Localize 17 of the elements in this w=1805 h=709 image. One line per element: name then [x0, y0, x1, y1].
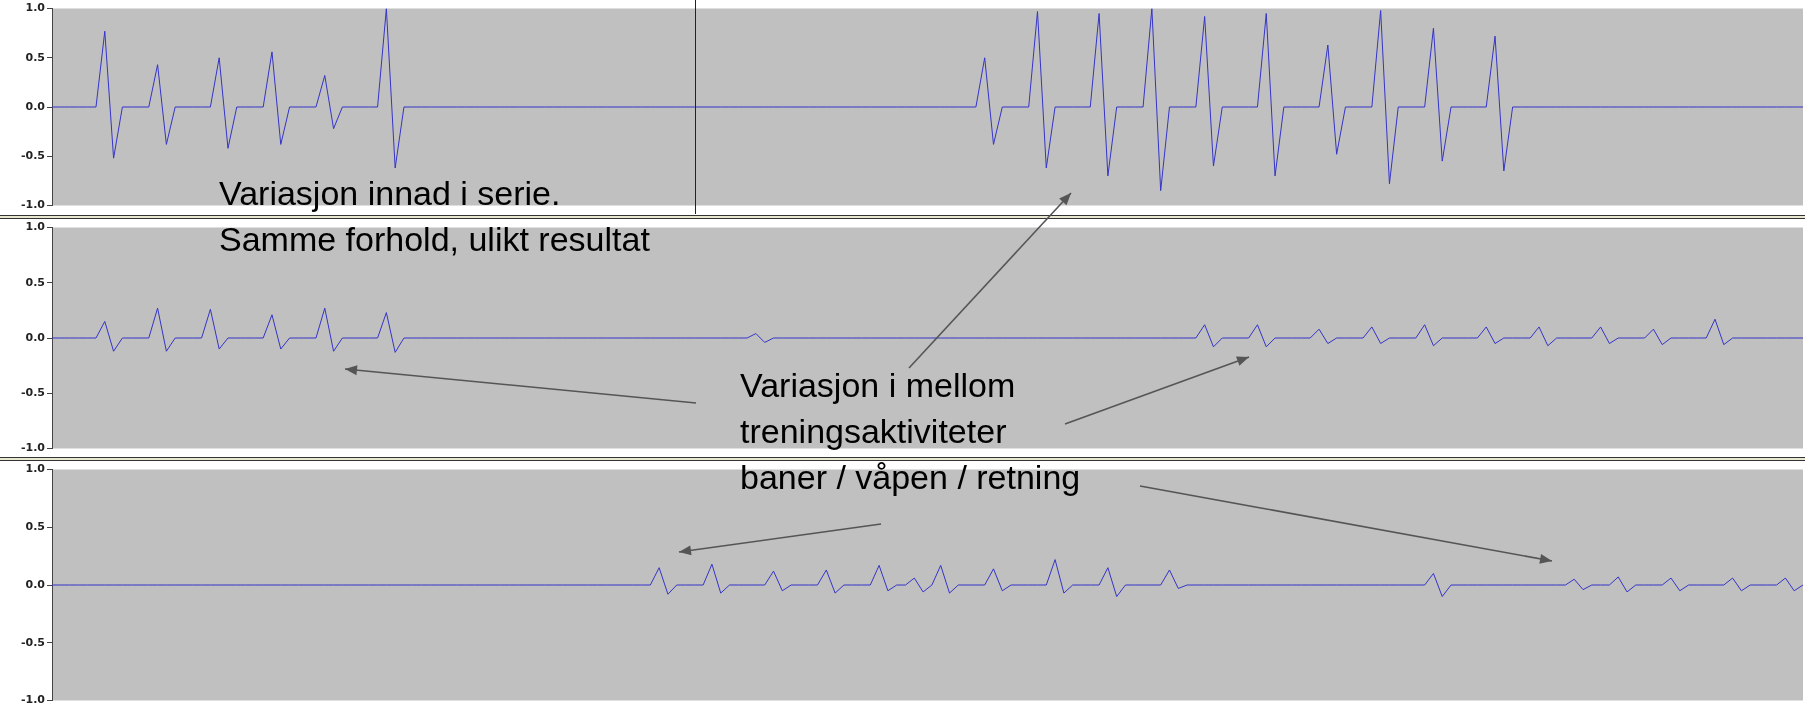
y-tick-label: 1.0 [25, 1, 46, 15]
y-tick-label: -0.5 [20, 635, 45, 649]
y-tick-label: -0.5 [20, 149, 45, 163]
y-tick-label: -1.0 [20, 198, 46, 212]
y-tick-label: 1.0 [25, 462, 46, 476]
y-tick-label: 1.0 [25, 220, 46, 234]
y-tick-label: -0.5 [20, 386, 45, 400]
y-tick-label: 0.0 [25, 99, 46, 113]
y-tick-label: 0.0 [25, 577, 46, 591]
y-tick-label: 0.0 [25, 330, 46, 344]
annotation: Variasjon innad i serie. Samme forhold, ulikt resultat [219, 173, 650, 260]
y-tick-label: -1.0 [20, 693, 46, 707]
y-tick-label: 0.5 [25, 520, 45, 534]
y-tick-label: 0.5 [25, 275, 45, 289]
annotation: Variasjon i mellom treningsaktiviteter baner / våpen / retning [740, 365, 1081, 498]
y-tick-label: -1.0 [20, 441, 46, 455]
y-tick-label: 0.5 [25, 50, 45, 64]
